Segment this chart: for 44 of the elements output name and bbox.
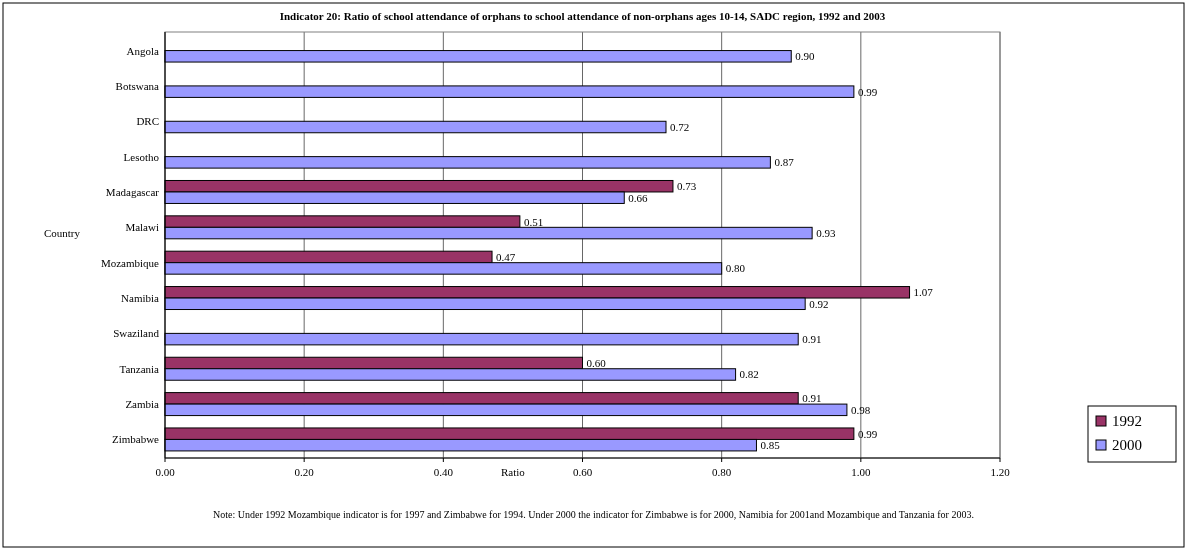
- data-label: 0.99: [857, 85, 878, 98]
- x-tick-label: 0.60: [572, 466, 593, 478]
- y-tick-label: DRC: [136, 115, 159, 128]
- data-label: 0.90: [795, 50, 815, 63]
- y-tick-label: Malawi: [125, 221, 159, 234]
- legend-label: 2000: [1112, 437, 1142, 453]
- x-tick-label: 1.00: [851, 466, 871, 478]
- y-tick-label: Tanzania: [119, 362, 160, 375]
- x-axis-title: Ratio: [500, 466, 526, 478]
- data-label: 0.85: [760, 439, 781, 452]
- legend-label: 1992: [1112, 413, 1142, 429]
- data-label: 0.98: [850, 403, 871, 416]
- chart-title: Indicator 20: Ratio of school attendance of orphans to school attendance of non-orphans ages 10-14, SADC region, 1992 and 2003: [279, 10, 886, 22]
- data-label: 1.07: [913, 286, 934, 299]
- data-label: 0.47: [496, 250, 516, 263]
- y-tick-label: Madagascar: [105, 185, 160, 198]
- data-label: 0.99: [857, 427, 878, 440]
- x-tick-label: 0.00: [155, 466, 176, 478]
- data-label: 0.91: [802, 392, 822, 405]
- text: Note: Under 1992 Mozambique indicator is for 1997 and Zimbabwe for 1994. Under 2000 the indicator for Zimbabwe is for 2000, Namibia for 2001and Mozambique and Tanzania for 2003.: [213, 509, 974, 520]
- y-tick-label: Mozambique: [100, 256, 160, 269]
- y-tick-label: Lesotho: [123, 150, 160, 163]
- data-label: 0.93: [816, 227, 836, 240]
- data-label: 0.51: [523, 215, 544, 228]
- y-axis-title: Country: [43, 227, 81, 239]
- x-tick-label: 0.20: [294, 466, 315, 478]
- x-tick-label: 0.40: [433, 466, 454, 478]
- y-tick-label: Botswana: [115, 79, 160, 92]
- data-label: 0.73: [676, 180, 697, 193]
- y-tick-label: Angola: [126, 44, 160, 57]
- data-label: 0.82: [739, 368, 759, 381]
- data-label: 0.72: [670, 121, 690, 134]
- data-label: 0.92: [809, 297, 829, 310]
- x-tick-label: 0.80: [712, 466, 732, 478]
- data-label: 0.80: [725, 262, 746, 275]
- data-label: 0.87: [774, 156, 795, 169]
- data-label: 0.60: [586, 356, 607, 369]
- data-label: 0.91: [802, 333, 822, 346]
- y-tick-label: Namibia: [121, 292, 160, 305]
- y-tick-label: Zambia: [125, 398, 160, 411]
- y-tick-label: Zimbabwe: [111, 433, 160, 446]
- x-tick-label: 1.20: [990, 466, 1011, 478]
- data-label: 0.66: [628, 191, 648, 204]
- y-tick-label: Swaziland: [113, 327, 160, 340]
